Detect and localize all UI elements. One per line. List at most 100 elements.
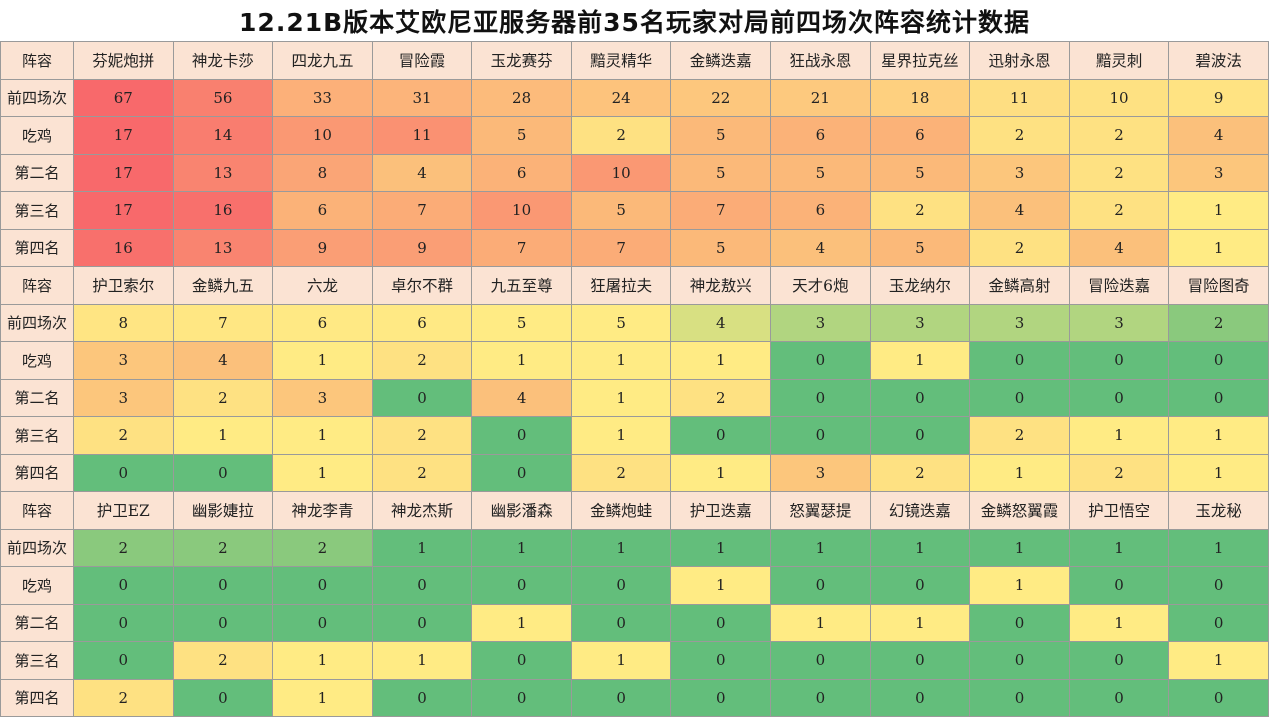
column-header: 神龙李青 [272, 491, 373, 530]
data-cell: 1 [471, 341, 572, 380]
table-row: 第三名 2 1 1 2 0 1 0 0 0 2 1 1 [0, 416, 1269, 455]
row-label: 第三名 [0, 416, 74, 455]
data-cell: 0 [1168, 678, 1269, 717]
data-cell: 24 [570, 78, 672, 117]
table-row: 第四名 0 0 1 2 0 2 1 3 2 1 2 1 [0, 453, 1269, 492]
data-cell: 0 [1068, 678, 1170, 717]
table-row: 第二名 17 13 8 4 6 10 5 5 5 3 2 3 [0, 153, 1269, 192]
data-cell: 4 [1068, 228, 1170, 267]
column-header: 金鳞九五 [172, 266, 274, 305]
row-label: 第四名 [0, 678, 74, 717]
data-cell: 1 [770, 603, 871, 642]
table-header-row: 阵容 护卫EZ 幽影婕拉 神龙李青 神龙杰斯 幽影潘森 金鳞炮蛙 护卫迭嘉 怒翼瑟提 幻镜迭嘉 金鳞… [0, 491, 1269, 530]
data-cell: 2 [1168, 303, 1269, 342]
data-cell: 0 [471, 453, 572, 492]
data-cell: 0 [272, 566, 373, 605]
data-cell: 0 [570, 678, 672, 717]
data-cell: 21 [770, 78, 871, 117]
data-cell: 7 [570, 228, 672, 267]
column-header: 神龙卡莎 [172, 41, 274, 80]
data-cell: 0 [969, 641, 1070, 680]
data-cell: 1 [371, 641, 473, 680]
data-cell: 13 [172, 153, 274, 192]
data-cell: 3 [73, 341, 174, 380]
column-header: 金鳞怒翼霞 [969, 491, 1070, 530]
column-header: 碧波法 [1168, 41, 1269, 80]
data-cell: 0 [471, 678, 572, 717]
column-header: 玉龙秘 [1168, 491, 1269, 530]
column-header: 幽影潘森 [471, 491, 572, 530]
data-cell: 2 [73, 678, 174, 717]
data-cell: 1 [1168, 641, 1269, 680]
data-cell: 17 [73, 153, 174, 192]
data-cell: 0 [1068, 341, 1170, 380]
column-header: 狂战永恩 [770, 41, 871, 80]
data-cell: 0 [570, 566, 672, 605]
data-cell: 0 [869, 678, 971, 717]
data-cell: 10 [1068, 78, 1170, 117]
row-label: 第三名 [0, 191, 74, 230]
data-cell: 0 [371, 603, 473, 642]
data-cell: 7 [670, 191, 772, 230]
data-cell: 1 [471, 603, 572, 642]
column-header: 金鳞高射 [969, 266, 1070, 305]
column-header: 黯灵刺 [1068, 41, 1170, 80]
data-cell: 0 [670, 416, 772, 455]
column-header: 幽影婕拉 [172, 491, 274, 530]
data-cell: 0 [770, 416, 871, 455]
table-row: 第二名 0 0 0 0 1 0 0 1 1 0 1 0 [0, 603, 1269, 642]
data-cell: 0 [770, 641, 871, 680]
data-cell: 18 [869, 78, 971, 117]
data-cell: 3 [969, 303, 1070, 342]
data-cell: 16 [172, 191, 274, 230]
data-cell: 2 [73, 528, 174, 567]
column-header: 四龙九五 [272, 41, 373, 80]
table-row: 吃鸡 17 14 10 11 5 2 5 6 6 2 2 4 [0, 116, 1269, 155]
table-row: 第四名 16 13 9 9 7 7 5 4 5 2 4 1 [0, 228, 1269, 267]
data-cell: 1 [471, 528, 572, 567]
data-cell: 2 [969, 228, 1070, 267]
column-header: 金鳞迭嘉 [670, 41, 772, 80]
data-cell: 67 [73, 78, 174, 117]
data-cell: 1 [570, 641, 672, 680]
row-label: 前四场次 [0, 528, 74, 567]
table-row: 前四场次 8 7 6 6 5 5 4 3 3 3 3 2 [0, 303, 1269, 342]
column-header: 六龙 [272, 266, 373, 305]
table-row: 前四场次 67 56 33 31 28 24 22 21 18 11 10 9 [0, 78, 1269, 117]
data-cell: 17 [73, 116, 174, 155]
data-cell: 0 [969, 378, 1070, 417]
data-cell: 0 [1068, 566, 1170, 605]
data-cell: 2 [172, 641, 274, 680]
data-cell: 9 [1168, 78, 1269, 117]
data-cell: 2 [1068, 453, 1170, 492]
data-cell: 2 [172, 528, 274, 567]
data-cell: 1 [1168, 453, 1269, 492]
data-cell: 3 [73, 378, 174, 417]
header-label: 阵容 [0, 266, 74, 305]
data-cell: 0 [770, 378, 871, 417]
data-cell: 5 [471, 116, 572, 155]
column-header: 神龙杰斯 [371, 491, 473, 530]
column-header: 护卫迭嘉 [670, 491, 772, 530]
data-cell: 1 [969, 566, 1070, 605]
table-row: 第三名 17 16 6 7 10 5 7 6 2 4 2 1 [0, 191, 1269, 230]
header-label: 阵容 [0, 491, 74, 530]
data-cell: 0 [670, 603, 772, 642]
data-cell: 6 [471, 153, 572, 192]
data-cell: 1 [371, 528, 473, 567]
table-row: 前四场次 2 2 2 1 1 1 1 1 1 1 1 1 [0, 528, 1269, 567]
data-cell: 22 [670, 78, 772, 117]
data-cell: 5 [869, 153, 971, 192]
data-cell: 0 [471, 641, 572, 680]
column-header: 玉龙纳尔 [869, 266, 971, 305]
row-label: 第二名 [0, 603, 74, 642]
data-cell: 1 [272, 641, 373, 680]
data-cell: 0 [73, 603, 174, 642]
data-cell: 0 [570, 603, 672, 642]
column-header: 九五至尊 [471, 266, 572, 305]
data-cell: 10 [272, 116, 373, 155]
data-cell: 5 [471, 303, 572, 342]
data-cell: 1 [1168, 416, 1269, 455]
data-cell: 3 [969, 153, 1070, 192]
data-cell: 56 [172, 78, 274, 117]
